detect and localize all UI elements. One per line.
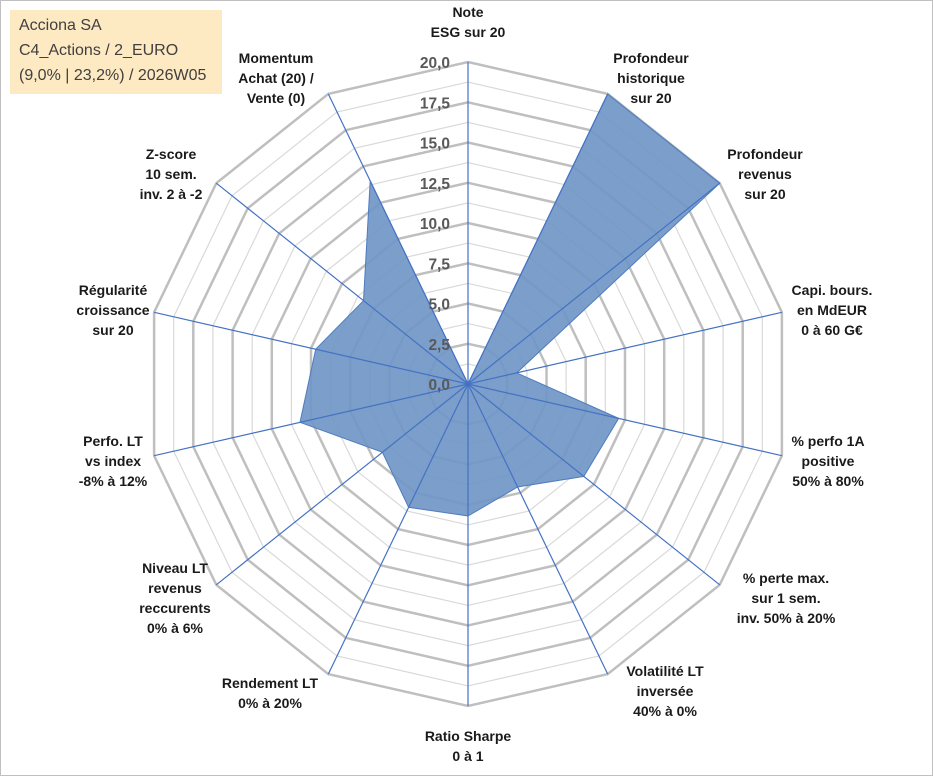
axis-label-line: Capi. bours. (792, 282, 873, 298)
axis-label-line: Perfo. LT (83, 433, 143, 449)
tick-labels: 0,0 2,5 5,0 7,5 10,0 12,5 15,0 17,5 20,0 (420, 55, 451, 394)
tick-label: 12,5 (420, 176, 451, 193)
axis-label-line: 0 à 60 G€ (801, 322, 863, 338)
axis-label-line: Vente (0) (247, 90, 305, 106)
axis-label-line: Z-score (146, 146, 197, 162)
tick-label: 15,0 (420, 136, 450, 153)
axis-label-line: Achat (20) / (238, 70, 314, 86)
axis-label-line: reccurents (139, 600, 211, 616)
axis-spoke (467, 93, 609, 385)
axis-label-line: Profondeur (727, 146, 803, 162)
axis-label-line: inversée (637, 683, 694, 699)
axis-lines (153, 62, 783, 706)
axis-label: Régularité croissance sur 20 (76, 282, 149, 338)
axis-label: Capi. bours. en MdEUR 0 à 60 G€ (792, 282, 873, 338)
axis-label-line: Volatilité LT (626, 663, 704, 679)
axis-spoke (467, 383, 783, 457)
axis-label-line: Rendement LT (222, 675, 319, 691)
axis-spoke (153, 311, 469, 385)
series-layer (299, 93, 721, 517)
info-company-name: Acciona SA (19, 17, 102, 34)
axis-label-line: Régularité (79, 282, 148, 298)
axis-label-line: 40% à 0% (633, 703, 697, 719)
axis-label: Ratio Sharpe 0 à 1 (425, 728, 512, 764)
axis-label-line: 50% à 80% (792, 473, 864, 489)
axis-label-line: Niveau LT (142, 560, 208, 576)
axis-label-line: inv. 2 à -2 (140, 186, 203, 202)
axis-label-line: Note (452, 4, 483, 20)
tick-label: 0,0 (428, 377, 450, 394)
axis-spoke (215, 383, 469, 586)
axis-spoke (153, 383, 469, 457)
tick-label: 5,0 (428, 297, 450, 314)
series-area (299, 93, 721, 517)
axis-label-line: revenus (738, 166, 792, 182)
axis-label-line: 0% à 20% (238, 695, 302, 711)
axis-label-line: ESG sur 20 (431, 24, 506, 40)
axis-label: Profondeur historique sur 20 (613, 50, 689, 106)
axis-label: Perfo. LT vs index -8% à 12% (79, 433, 148, 489)
axis-label-line: en MdEUR (797, 302, 867, 318)
axis-label-line: 0 à 1 (452, 748, 483, 764)
tick-label: 2,5 (428, 337, 450, 354)
info-category: C4_Actions / 2_EURO (19, 42, 179, 59)
axis-spoke (215, 182, 469, 385)
axis-spoke (467, 311, 783, 385)
axis-labels: Note ESG sur 20 Profondeur historique sur 20… (76, 4, 872, 764)
axis-label: Rendement LT 0% à 20% (222, 675, 319, 711)
axis-label-line: inv. 50% à 20% (737, 610, 836, 626)
tick-label: 20,0 (420, 55, 450, 72)
tick-label: 10,0 (420, 216, 450, 233)
axis-label-line: % perte max. (743, 570, 829, 586)
axis-label: % perfo 1A positive 50% à 80% (791, 433, 864, 489)
axis-label: Momentum Achat (20) / Vente (0) (238, 50, 314, 106)
axis-label-line: % perfo 1A (791, 433, 864, 449)
axis-label-line: croissance (76, 302, 149, 318)
tick-label: 7,5 (428, 256, 450, 273)
axis-label-line: Profondeur (613, 50, 689, 66)
info-stats: (9,0% | 23,2%) / 2026W05 (19, 67, 207, 84)
axis-spoke (467, 383, 609, 675)
axis-label-line: revenus (148, 580, 202, 596)
axis-label-line: Momentum (239, 50, 314, 66)
axis-label: Profondeur revenus sur 20 (727, 146, 803, 202)
axis-label-line: 10 sem. (145, 166, 196, 182)
axis-label-line: sur 1 sem. (751, 590, 820, 606)
tick-label: 17,5 (420, 95, 451, 112)
axis-label-line: sur 20 (744, 186, 785, 202)
axis-label: Note ESG sur 20 (431, 4, 506, 40)
info-box: Acciona SA C4_Actions / 2_EURO (9,0% | 2… (10, 10, 222, 94)
axis-label-line: sur 20 (630, 90, 671, 106)
axis-spoke (467, 383, 721, 586)
axis-label-line: 0% à 6% (147, 620, 204, 636)
axis-label: Z-score 10 sem. inv. 2 à -2 (140, 146, 203, 202)
axis-label: % perte max. sur 1 sem. inv. 50% à 20% (737, 570, 836, 626)
axis-label-line: sur 20 (92, 322, 133, 338)
axis-label-line: Ratio Sharpe (425, 728, 512, 744)
axis-spoke (467, 182, 721, 385)
axis-spoke (327, 383, 469, 675)
axis-label-line: vs index (85, 453, 141, 469)
axis-label-line: positive (802, 453, 855, 469)
axis-label: Volatilité LT inversée 40% à 0% (626, 663, 704, 719)
axis-label-line: -8% à 12% (79, 473, 148, 489)
axis-label: Niveau LT revenus reccurents 0% à 6% (139, 560, 211, 636)
axis-spoke (327, 93, 469, 385)
axis-label-line: historique (617, 70, 685, 86)
